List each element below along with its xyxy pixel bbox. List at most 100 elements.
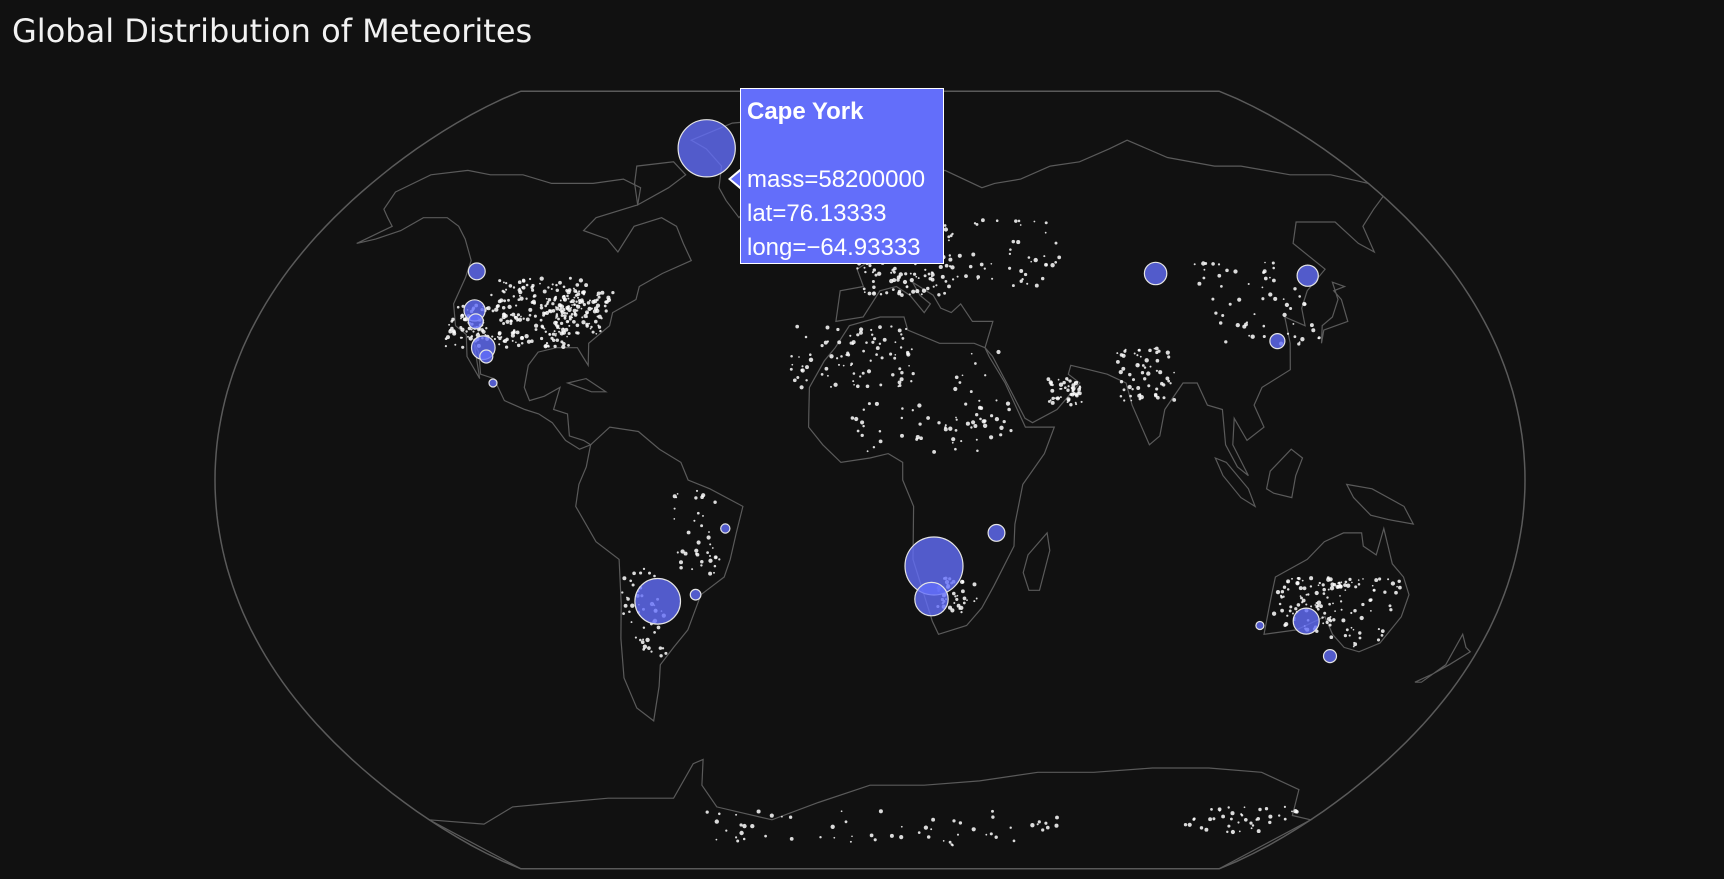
meteorite-dot <box>912 272 917 276</box>
meteorite-dot <box>970 352 973 355</box>
meteorite-dot <box>937 421 941 425</box>
meteorite-dot <box>1155 350 1159 355</box>
meteorite-marker[interactable] <box>1255 620 1265 631</box>
meteorite-marker[interactable] <box>677 119 736 178</box>
meteorite-dot <box>1054 823 1059 828</box>
meteorite-marker[interactable] <box>634 577 682 625</box>
meteorite-dot <box>948 265 952 268</box>
meteorite-dot <box>648 571 651 575</box>
meteorite-dot <box>943 227 949 232</box>
meteorite-dot <box>869 359 872 362</box>
meteorite-dot <box>575 304 579 307</box>
meteorite-marker[interactable] <box>914 581 949 617</box>
meteorite-dot <box>985 833 988 836</box>
meteorite-dot <box>562 342 566 346</box>
meteorite-dot <box>874 401 879 406</box>
meteorite-dot <box>1387 578 1390 581</box>
meteorite-marker[interactable] <box>1269 333 1286 350</box>
meteorite-dot <box>573 312 577 315</box>
meteorite-dot <box>1286 614 1289 617</box>
meteorite-dot <box>865 341 868 344</box>
meteorite-dot <box>996 349 1001 355</box>
meteorite-dot <box>1291 577 1293 580</box>
meteorite-marker[interactable] <box>1143 261 1168 286</box>
meteorite-dot <box>935 284 938 287</box>
meteorite-marker[interactable] <box>1296 264 1319 287</box>
meteorite-dot <box>1289 605 1293 609</box>
meteorite-dot <box>675 496 678 499</box>
meteorite-dot <box>1297 577 1301 581</box>
meteorite-dot <box>964 274 968 278</box>
meteorite-dot <box>1115 359 1120 364</box>
meteorite-dot <box>576 309 579 312</box>
meteorite-dot <box>844 820 848 824</box>
meteorite-dot <box>556 325 559 328</box>
meteorite-dot <box>562 285 566 289</box>
meteorite-dot <box>639 638 642 642</box>
meteorite-dot <box>558 280 562 285</box>
meteorite-dot <box>695 489 699 492</box>
meteorite-dot <box>1343 633 1348 638</box>
meteorite-marker[interactable] <box>488 378 498 388</box>
meteorite-marker[interactable] <box>467 313 484 330</box>
meteorite-dot <box>862 408 866 411</box>
meteorite-dot <box>575 300 578 303</box>
meteorite-dot <box>626 596 628 599</box>
meteorite-dot <box>1286 588 1290 591</box>
meteorite-dot <box>518 290 523 295</box>
meteorite-dot <box>908 293 911 296</box>
meteorite-dot <box>501 306 506 310</box>
meteorite-dot <box>696 511 700 515</box>
meteorite-dot <box>444 345 447 348</box>
meteorite-dot <box>1046 377 1051 382</box>
meteorite-dot <box>1269 276 1271 279</box>
meteorite-dot <box>1212 817 1216 821</box>
meteorite-dot <box>837 363 841 366</box>
meteorite-dot <box>975 413 979 417</box>
meteorite-dot <box>1314 590 1319 596</box>
meteorite-dot <box>565 312 569 315</box>
meteorite-marker[interactable] <box>689 588 702 601</box>
meteorite-dot <box>481 329 486 334</box>
meteorite-dot <box>735 836 738 839</box>
meteorite-dot <box>1077 391 1082 396</box>
meteorite-dot <box>661 647 665 650</box>
meteorite-dot <box>678 560 684 565</box>
meteorite-dot <box>1291 810 1293 813</box>
meteorite-marker[interactable] <box>987 523 1006 542</box>
meteorite-dot <box>1311 328 1316 333</box>
meteorite-marker[interactable] <box>1322 648 1338 664</box>
meteorite-dot <box>790 355 793 358</box>
meteorite-dot <box>1282 312 1287 318</box>
meteorite-dot <box>1076 380 1079 384</box>
meteorite-dot <box>1033 220 1036 223</box>
meteorite-dot <box>1243 806 1246 809</box>
coastline-africa <box>807 316 1056 636</box>
meteorite-dot <box>860 420 865 425</box>
meteorite-dot <box>862 349 865 353</box>
meteorite-dot <box>1021 278 1024 281</box>
meteorite-dot <box>837 340 842 345</box>
meteorite-dot <box>1167 379 1171 383</box>
meteorite-dot <box>801 365 804 368</box>
meteorite-dot <box>830 824 835 829</box>
meteorite-marker[interactable] <box>1292 607 1320 635</box>
meteorite-dot <box>1273 296 1278 301</box>
meteorite-dot <box>791 363 794 366</box>
meteorite-dot <box>1376 638 1381 642</box>
meteorite-dot <box>1123 399 1126 402</box>
meteorite-dot <box>1019 224 1022 226</box>
meteorite-dot <box>968 264 973 269</box>
meteorite-dot <box>1230 829 1235 835</box>
meteorite-marker[interactable] <box>467 262 486 281</box>
meteorite-dot <box>718 558 721 561</box>
meteorite-dot <box>1165 376 1170 381</box>
meteorite-dot <box>1008 266 1012 270</box>
meteorite-dot <box>971 252 976 257</box>
meteorite-marker[interactable] <box>720 523 731 534</box>
meteorite-dot <box>589 327 592 330</box>
meteorite-marker[interactable] <box>479 349 494 364</box>
meteorite-dot <box>930 271 934 274</box>
meteorite-dot <box>519 296 524 301</box>
large-meteorites[interactable] <box>463 119 1338 664</box>
